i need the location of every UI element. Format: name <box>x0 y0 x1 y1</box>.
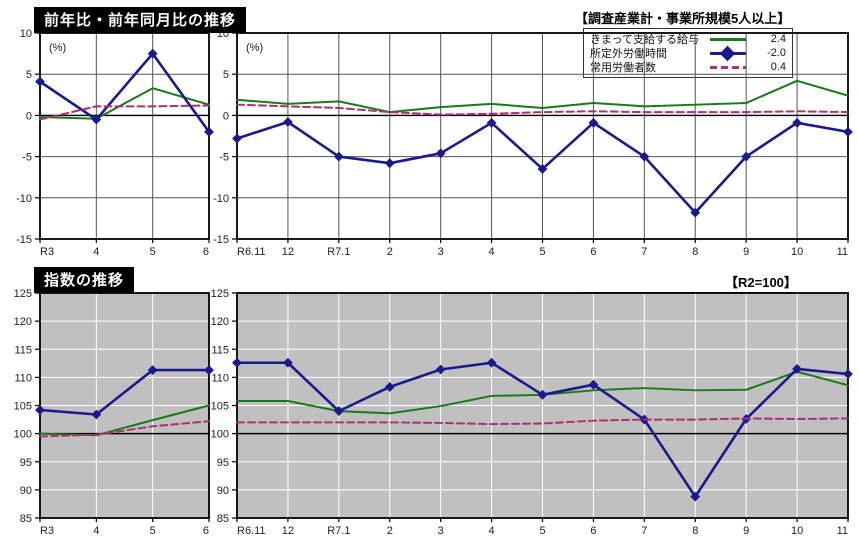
svg-text:0: 0 <box>223 110 229 122</box>
svg-text:4: 4 <box>489 246 495 258</box>
legend-value-wage: 2.4 <box>770 33 786 45</box>
legend-label-overtime: 所定外労働時間 <box>590 48 667 60</box>
svg-text:90: 90 <box>217 485 229 497</box>
svg-text:9: 9 <box>743 246 749 258</box>
svg-text:9: 9 <box>743 525 749 537</box>
svg-text:6: 6 <box>590 246 596 258</box>
svg-text:8: 8 <box>692 246 698 258</box>
svg-text:5: 5 <box>150 246 156 258</box>
bottom-chart-bracket-title: 【R2=100】 <box>725 275 797 290</box>
svg-text:12: 12 <box>282 525 294 537</box>
svg-text:10: 10 <box>791 246 803 258</box>
svg-text:95: 95 <box>217 457 229 469</box>
legend-value-overtime: -2.0 <box>767 47 786 59</box>
svg-text:115: 115 <box>211 344 229 356</box>
svg-text:110: 110 <box>211 372 229 384</box>
legend-row: 常用労働者数 0.4 <box>590 60 786 74</box>
svg-text:100: 100 <box>14 429 32 441</box>
svg-text:0: 0 <box>26 110 32 122</box>
svg-text:-5: -5 <box>22 152 32 164</box>
svg-text:-10: -10 <box>213 193 229 205</box>
top-chart-bracket-title: 【調査産業計・事業所規模5人以上】 <box>575 11 791 26</box>
svg-text:115: 115 <box>14 344 32 356</box>
svg-text:6: 6 <box>590 525 596 537</box>
svg-text:125: 125 <box>14 288 32 300</box>
svg-text:10: 10 <box>20 28 32 40</box>
svg-text:100: 100 <box>211 429 229 441</box>
svg-text:10: 10 <box>791 525 803 537</box>
svg-text:-15: -15 <box>213 234 229 246</box>
legend-value-workers: 0.4 <box>770 61 786 73</box>
svg-text:7: 7 <box>641 525 647 537</box>
legend-row: 所定外労働時間 -2.0 <box>590 45 786 62</box>
svg-text:5: 5 <box>223 69 229 81</box>
svg-text:R7.1: R7.1 <box>327 525 350 537</box>
svg-text:4: 4 <box>93 246 99 258</box>
svg-text:2: 2 <box>387 525 393 537</box>
svg-text:5: 5 <box>539 246 545 258</box>
svg-text:105: 105 <box>211 401 229 413</box>
svg-text:11: 11 <box>837 525 848 537</box>
svg-text:7: 7 <box>641 246 647 258</box>
svg-text:120: 120 <box>14 316 32 328</box>
legend-sample-dashed-pink <box>708 61 748 73</box>
svg-text:-15: -15 <box>16 234 32 246</box>
svg-text:5: 5 <box>539 525 545 537</box>
svg-text:110: 110 <box>14 372 32 384</box>
svg-text:5: 5 <box>26 69 32 81</box>
svg-text:R6.11: R6.11 <box>237 525 266 537</box>
svg-text:95: 95 <box>20 457 32 469</box>
legend-label-workers: 常用労働者数 <box>590 62 656 74</box>
top-chart-banner-title: 前年比・前年同月比の推移 <box>34 7 247 33</box>
top-chart-legend: きまって支給する給与 2.4 所定外労働時間 -2.0 常用労働者数 0.4 <box>583 28 793 78</box>
svg-text:90: 90 <box>20 485 32 497</box>
bottom-chart-banner-title: 指数の推移 <box>34 267 135 293</box>
svg-text:(%): (%) <box>49 42 66 54</box>
svg-text:R6.11: R6.11 <box>237 246 266 258</box>
svg-text:85: 85 <box>20 513 32 525</box>
svg-text:120: 120 <box>211 316 229 328</box>
legend-sample-solid-green <box>708 33 748 45</box>
legend-sample-diamond-navy <box>708 45 748 62</box>
svg-text:8: 8 <box>692 525 698 537</box>
svg-text:85: 85 <box>217 513 229 525</box>
svg-text:R3: R3 <box>40 246 54 258</box>
svg-text:125: 125 <box>211 288 229 300</box>
svg-text:-5: -5 <box>219 152 229 164</box>
svg-text:3: 3 <box>438 525 444 537</box>
svg-text:4: 4 <box>489 525 495 537</box>
svg-text:6: 6 <box>203 246 209 258</box>
svg-text:4: 4 <box>93 525 99 537</box>
svg-text:10: 10 <box>217 28 229 40</box>
svg-text:R7.1: R7.1 <box>327 246 350 258</box>
svg-text:R3: R3 <box>40 525 54 537</box>
svg-text:-10: -10 <box>16 193 32 205</box>
svg-text:105: 105 <box>14 401 32 413</box>
svg-text:5: 5 <box>150 525 156 537</box>
svg-text:3: 3 <box>438 246 444 258</box>
svg-text:11: 11 <box>837 246 848 258</box>
svg-text:12: 12 <box>282 246 294 258</box>
svg-text:2: 2 <box>387 246 393 258</box>
svg-text:(%): (%) <box>246 42 263 54</box>
svg-text:6: 6 <box>203 525 209 537</box>
